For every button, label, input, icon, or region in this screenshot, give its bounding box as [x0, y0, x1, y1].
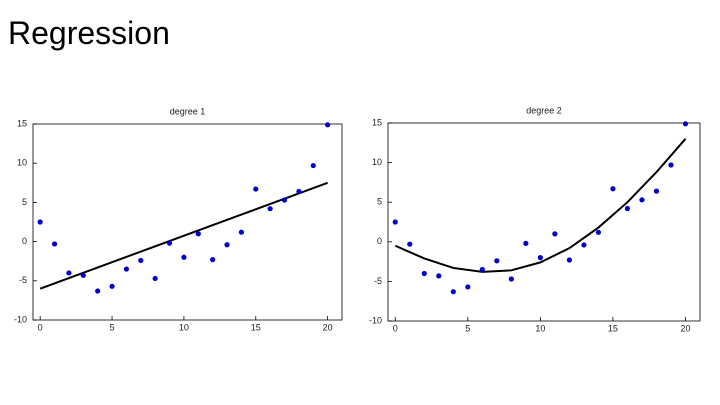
data-point	[281, 197, 288, 203]
x-tick-label: 15	[608, 323, 618, 333]
data-point	[123, 266, 130, 272]
data-point	[80, 272, 86, 278]
chart-title: degree 2	[526, 105, 562, 115]
data-point	[508, 276, 514, 282]
fit-line	[394, 138, 687, 273]
y-tick-label: 10	[372, 157, 382, 167]
data-point	[51, 241, 58, 247]
y-tick-label: -10	[14, 314, 27, 324]
data-point	[195, 231, 201, 237]
data-point	[296, 188, 302, 195]
data-point	[238, 229, 244, 235]
fit-line	[39, 181, 328, 290]
x-tick-label: 0	[393, 323, 398, 333]
data-point	[595, 229, 602, 235]
y-tick-label: -5	[374, 276, 382, 286]
data-point	[610, 186, 616, 192]
plot-frame	[387, 122, 701, 322]
y-tick-label: 10	[17, 158, 27, 168]
data-point	[566, 257, 572, 263]
data-point	[465, 284, 471, 290]
data-point	[581, 242, 587, 248]
data-point	[639, 197, 645, 203]
slide-title: Regression	[8, 15, 170, 51]
chart-title: degree 1	[170, 106, 206, 116]
data-point	[95, 288, 101, 294]
data-point	[253, 186, 259, 192]
data-point	[224, 242, 230, 248]
y-tick-label: 15	[17, 118, 27, 128]
data-point	[450, 289, 456, 295]
data-point	[668, 162, 674, 168]
x-tick-label: 10	[179, 322, 189, 332]
data-point	[682, 121, 689, 127]
data-point	[267, 206, 273, 212]
y-tick-label: 5	[22, 197, 27, 207]
data-point	[407, 241, 413, 247]
data-point	[523, 240, 529, 246]
x-tick-label: 20	[323, 322, 333, 332]
x-tick-label: 0	[38, 322, 43, 332]
y-tick-label: -10	[369, 315, 382, 325]
data-point	[479, 266, 485, 273]
x-tick-label: 15	[251, 322, 261, 332]
data-point	[210, 257, 216, 263]
x-tick-label: 20	[680, 323, 690, 333]
y-tick-label: 0	[377, 236, 382, 246]
data-point	[166, 240, 173, 246]
y-tick-label: 5	[377, 197, 382, 207]
data-point	[138, 257, 144, 264]
data-point	[552, 231, 558, 237]
data-point	[37, 219, 43, 225]
data-point	[109, 283, 115, 289]
data-point	[66, 270, 72, 276]
data-point	[494, 258, 500, 264]
x-tick-label: 10	[535, 323, 545, 333]
data-point	[392, 219, 398, 225]
data-point	[181, 254, 187, 260]
data-point	[152, 275, 158, 282]
y-tick-label: -5	[19, 275, 27, 285]
y-tick-label: 0	[22, 236, 27, 246]
data-point	[325, 122, 331, 128]
data-point	[624, 205, 631, 212]
data-point	[537, 255, 543, 261]
data-point	[653, 188, 660, 194]
data-point	[421, 270, 427, 277]
plot-frame	[32, 123, 343, 321]
x-tick-label: 5	[465, 323, 470, 333]
data-point	[310, 162, 316, 169]
data-point	[436, 273, 442, 279]
x-tick-label: 5	[110, 322, 115, 332]
y-tick-label: 15	[372, 117, 382, 127]
